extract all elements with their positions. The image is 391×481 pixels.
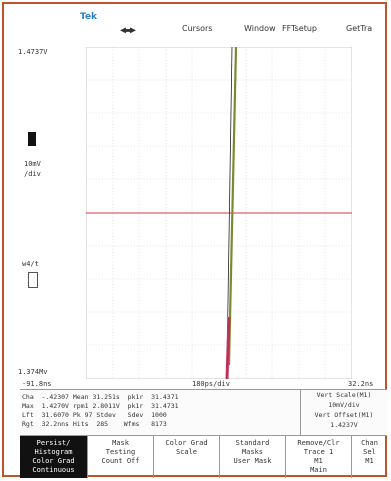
measurement-row: Cha -.42307 Mean 31.251s pk1r 31.4371	[22, 393, 179, 401]
measurement-row: Lft 31.6070 Pk 97 Stdev Sdev 1000	[22, 411, 167, 419]
horizontal-arrows-icon[interactable]: ◀▬▶	[120, 25, 136, 36]
left-time-label: -91.8ns	[22, 380, 52, 388]
channel-marker-icon[interactable]	[28, 132, 36, 146]
vertical-settings-box[interactable]: Vert Scale(M1) 10mV/div Vert Offset(M1) …	[300, 390, 387, 436]
right-time-label: 32.2ns	[348, 380, 374, 388]
vert-scale-label: Vert Scale(M1)	[316, 391, 372, 399]
persist-histogram-button[interactable]: Persist/ Histogram Color Grad Continuous	[20, 436, 88, 478]
waveform-marker-icon[interactable]	[28, 272, 38, 288]
vert-offset-label: Vert Offset(M1)	[314, 411, 374, 419]
top-menu-bar: Tek ◀▬▶ Cursors Window FFTsetup GetTra	[4, 4, 385, 38]
standard-masks-button[interactable]: Standard Masks User Mask	[220, 436, 286, 478]
remove-clear-trace-button[interactable]: Remove/Clr Trace 1 M1 Main	[286, 436, 352, 478]
channel-label: w4/t	[22, 260, 39, 268]
menu-cursors[interactable]: Cursors	[182, 24, 213, 33]
mask-testing-button[interactable]: Mask Testing Count Off	[88, 436, 154, 478]
timebase-label: 180ps/div	[192, 380, 230, 388]
brand-logo: Tek	[80, 12, 98, 22]
top-voltage-label: 1.4737V	[18, 48, 48, 56]
color-grad-scale-button[interactable]: Color Grad Scale	[154, 436, 220, 478]
menu-window[interactable]: Window	[244, 24, 276, 33]
measurement-row: Rgt 32.2nns Hits 285 Wfms 8173	[22, 420, 167, 428]
scale-unit: /div	[24, 170, 41, 178]
waveform-trace	[227, 47, 238, 366]
app-frame: Tek ◀▬▶ Cursors Window FFTsetup GetTra 1…	[2, 2, 387, 478]
menu-fft-setup[interactable]: FFTsetup	[282, 24, 317, 33]
bottom-voltage-label: 1.374Mv	[18, 368, 48, 376]
waveform-trace-edge	[226, 47, 233, 366]
bottom-menu: Persist/ Histogram Color Grad Continuous…	[20, 435, 387, 478]
waveform-trace-tail	[225, 316, 231, 379]
scale-value: 10mV	[24, 160, 41, 168]
measurement-panel: Cha -.42307 Mean 31.251s pk1r 31.4371 Ma…	[20, 389, 387, 436]
measurement-row: Max 1.4270V rpm1 2.8011V pk1r 31.4731	[22, 402, 179, 410]
channel-select-button[interactable]: Chan Sel M1	[361, 439, 378, 465]
vert-offset-value: 1.4237V	[330, 421, 358, 429]
waveform-plot[interactable]	[86, 47, 352, 379]
vert-scale-value: 10mV/div	[328, 401, 360, 409]
menu-get-trace[interactable]: GetTra	[346, 24, 373, 33]
